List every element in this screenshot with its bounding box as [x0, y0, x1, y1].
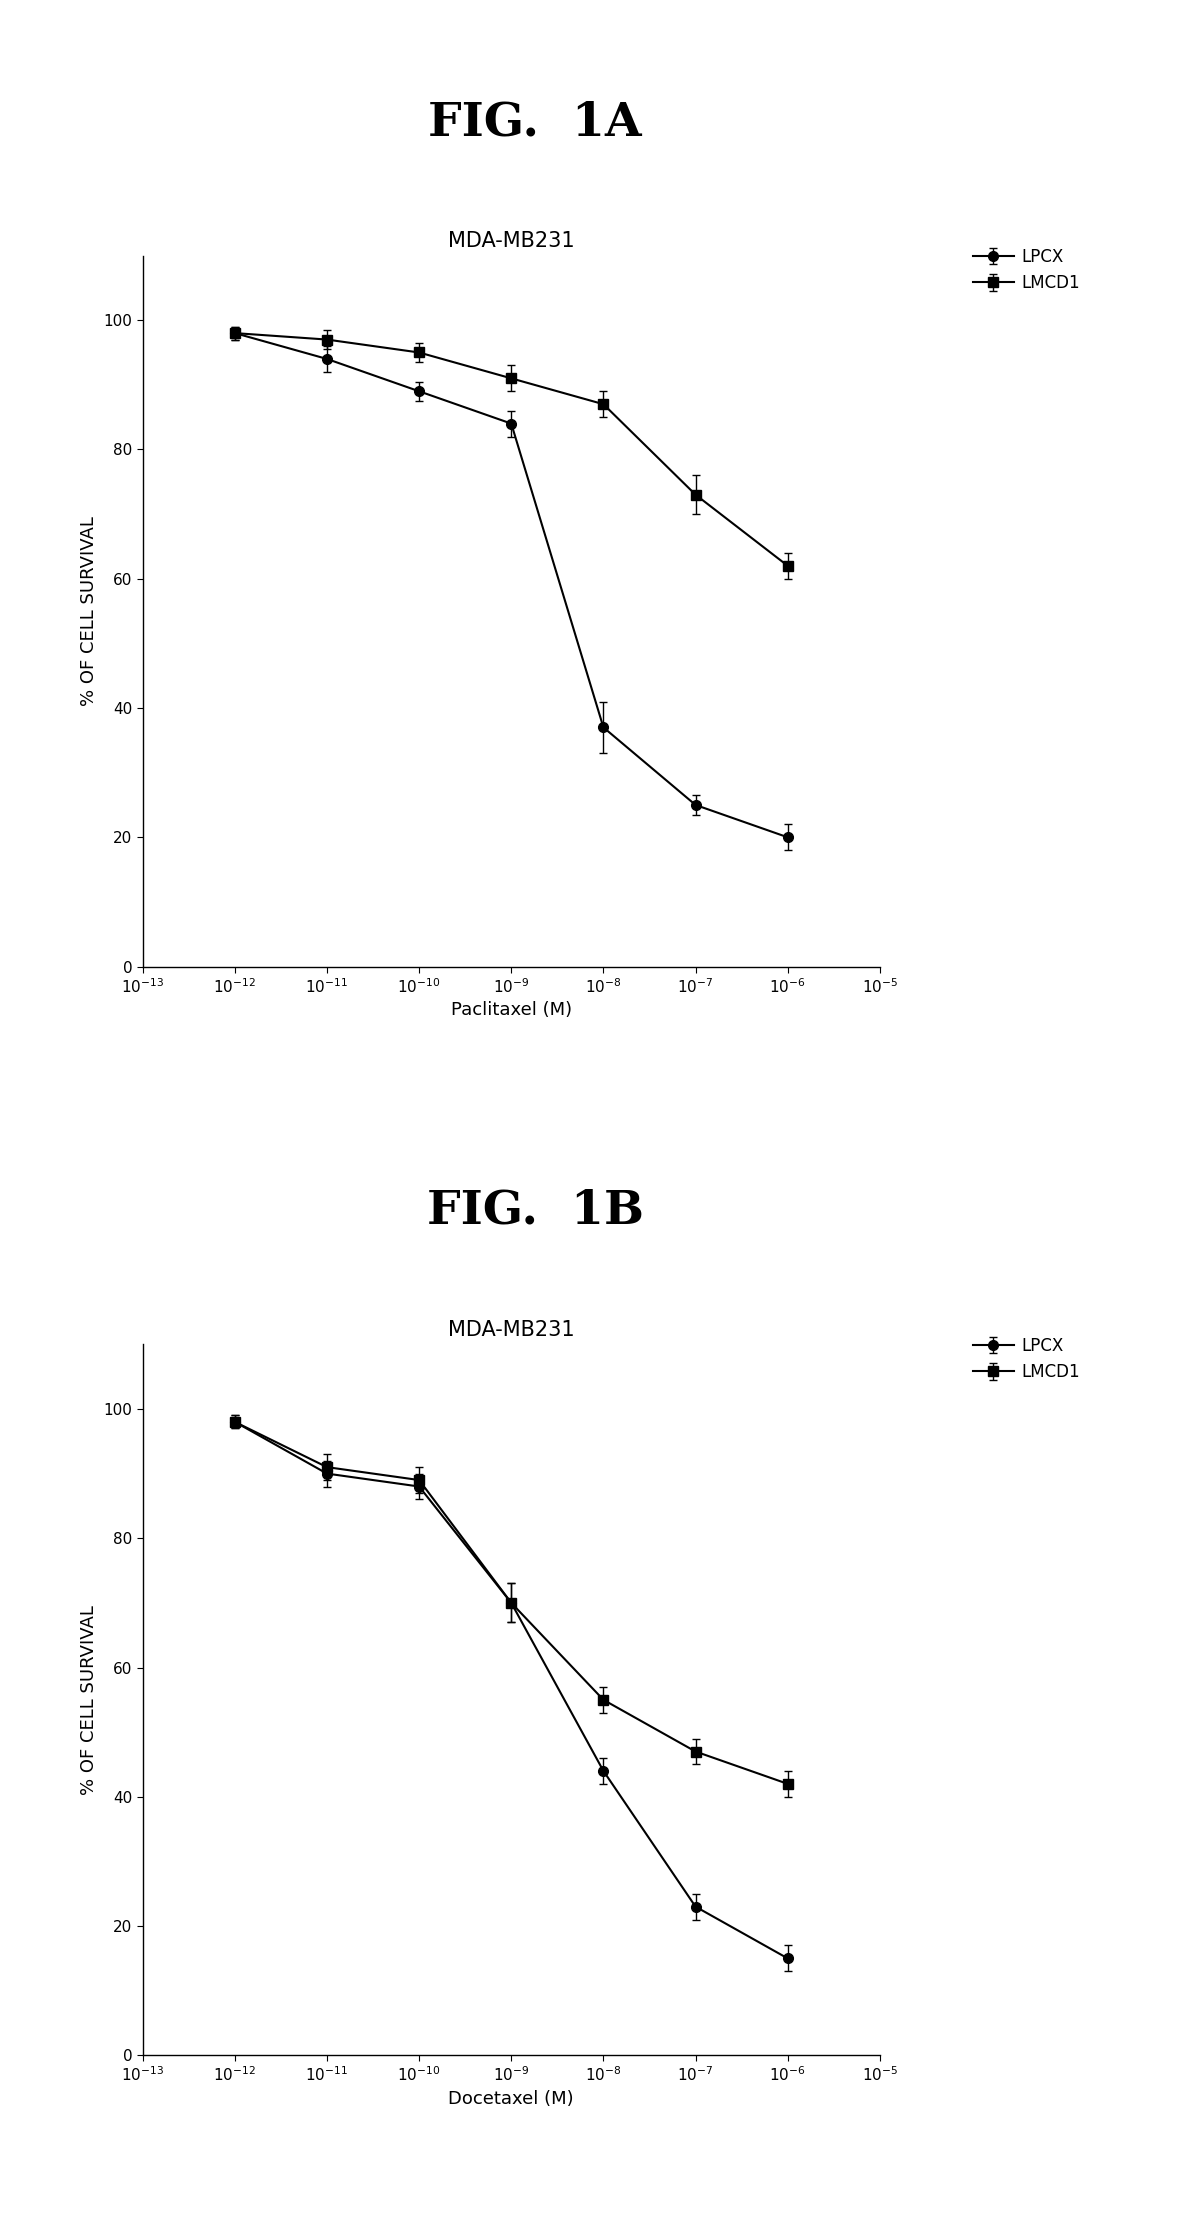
- X-axis label: Docetaxel (M): Docetaxel (M): [448, 2091, 574, 2109]
- Title: MDA-MB231: MDA-MB231: [448, 1320, 574, 1340]
- Title: MDA-MB231: MDA-MB231: [448, 231, 574, 251]
- Legend: LPCX, LMCD1: LPCX, LMCD1: [965, 1331, 1087, 1389]
- X-axis label: Paclitaxel (M): Paclitaxel (M): [451, 1002, 572, 1020]
- Text: FIG.  1A: FIG. 1A: [428, 100, 642, 144]
- Legend: LPCX, LMCD1: LPCX, LMCD1: [965, 242, 1087, 300]
- Text: FIG.  1B: FIG. 1B: [427, 1189, 643, 1233]
- Y-axis label: % OF CELL SURVIVAL: % OF CELL SURVIVAL: [80, 1604, 97, 1795]
- Y-axis label: % OF CELL SURVIVAL: % OF CELL SURVIVAL: [80, 516, 97, 707]
